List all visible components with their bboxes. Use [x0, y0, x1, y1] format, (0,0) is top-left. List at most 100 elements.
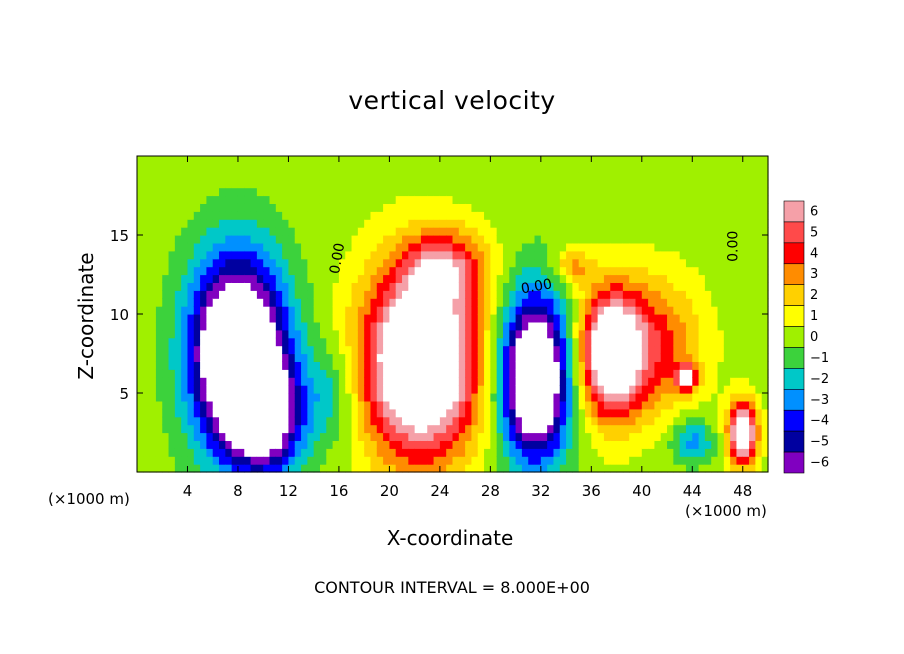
heatmap-cell: [490, 306, 498, 315]
heatmap-cell: [654, 282, 662, 291]
heatmap-cell: [547, 274, 555, 283]
heatmap-cell: [326, 258, 334, 268]
heatmap-cell: [660, 266, 668, 276]
heatmap-cell: [730, 377, 738, 386]
heatmap-cell: [244, 314, 252, 323]
heatmap-cell: [237, 266, 245, 276]
heatmap-cell: [294, 235, 302, 244]
heatmap-cell: [162, 195, 170, 204]
heatmap-cell: [521, 345, 529, 355]
heatmap-cell: [749, 227, 756, 236]
heatmap-cell: [414, 250, 422, 260]
heatmap-cell: [484, 377, 491, 386]
heatmap-cell: [244, 290, 252, 299]
heatmap-cell: [578, 329, 586, 339]
heatmap-cell: [212, 306, 220, 315]
heatmap-cell: [427, 203, 435, 212]
heatmap-cell: [660, 345, 668, 355]
heatmap-cell: [648, 393, 656, 402]
heatmap-cell: [679, 353, 687, 362]
heatmap-cell: [515, 211, 523, 220]
heatmap-cell: [275, 369, 283, 378]
heatmap-cell: [389, 432, 397, 441]
heatmap-cell: [212, 163, 220, 173]
heatmap-cell: [629, 361, 637, 370]
heatmap-cell: [572, 464, 580, 473]
heatmap-cell: [761, 274, 769, 283]
heatmap-cell: [357, 282, 365, 291]
heatmap-cell: [301, 377, 308, 386]
heatmap-cell: [635, 266, 643, 276]
heatmap-cell: [704, 369, 712, 378]
heatmap-cell: [357, 369, 365, 378]
heatmap-cell: [749, 211, 756, 220]
heatmap-cell: [515, 219, 523, 228]
heatmap-cell: [553, 408, 561, 418]
heatmap-cell: [282, 242, 290, 252]
heatmap-cell: [458, 235, 466, 244]
heatmap-cell: [326, 345, 334, 355]
x-tick-label: 28: [481, 482, 500, 500]
heatmap-cell: [206, 242, 214, 252]
heatmap-cell: [446, 377, 454, 386]
heatmap-cell: [237, 440, 245, 449]
heatmap-cell: [168, 250, 176, 260]
heatmap-cell: [345, 203, 353, 212]
heatmap-cell: [509, 393, 517, 402]
heatmap-cell: [301, 235, 308, 244]
heatmap-cell: [206, 298, 214, 307]
heatmap-cell: [427, 211, 435, 220]
heatmap-cell: [187, 432, 195, 441]
heatmap-cell: [389, 211, 397, 220]
heatmap-cell: [717, 464, 725, 473]
heatmap-cell: [736, 345, 744, 355]
heatmap-cell: [559, 235, 567, 244]
heatmap-cell: [635, 353, 643, 362]
heatmap-cell: [168, 385, 176, 394]
heatmap-cell: [534, 345, 542, 355]
heatmap-cell: [370, 337, 378, 347]
heatmap-cell: [654, 321, 662, 331]
heatmap-cell: [288, 258, 296, 268]
heatmap-cell: [212, 266, 220, 276]
heatmap-cell: [275, 337, 283, 347]
heatmap-cell: [408, 456, 416, 465]
heatmap-cell: [282, 250, 290, 260]
heatmap-cell: [723, 377, 731, 386]
heatmap-cell: [736, 329, 744, 339]
heatmap-cell: [181, 203, 189, 212]
heatmap-cell: [572, 432, 580, 441]
heatmap-cell: [452, 432, 460, 441]
heatmap-cell: [616, 464, 624, 473]
heatmap-cell: [679, 337, 687, 347]
heatmap-cell: [446, 235, 454, 244]
heatmap-cell: [521, 393, 529, 402]
heatmap-cell: [263, 408, 271, 418]
heatmap-cell: [521, 219, 529, 228]
heatmap-cell: [357, 242, 365, 252]
heatmap-cell: [351, 306, 359, 315]
heatmap-cell: [143, 377, 151, 386]
heatmap-cell: [528, 187, 536, 197]
heatmap-cell: [402, 306, 409, 315]
heatmap-cell: [149, 171, 157, 181]
heatmap-cell: [698, 321, 706, 331]
heatmap-cell: [332, 337, 340, 347]
heatmap-cell: [673, 321, 681, 331]
heatmap-cell: [181, 306, 189, 315]
heatmap-cell: [168, 227, 176, 236]
heatmap-cell: [521, 298, 529, 307]
heatmap-cell: [603, 400, 611, 410]
heatmap-cell: [439, 377, 447, 386]
heatmap-cell: [212, 235, 220, 244]
heatmap-cell: [149, 329, 157, 339]
heatmap-cell: [534, 219, 542, 228]
heatmap-cell: [282, 440, 290, 449]
heatmap-cell: [515, 329, 523, 339]
heatmap-cell: [294, 369, 302, 378]
heatmap-cell: [591, 156, 599, 165]
heatmap-cell: [629, 448, 637, 457]
heatmap-cell: [578, 195, 586, 204]
heatmap-cell: [484, 385, 491, 394]
heatmap-cell: [566, 432, 573, 441]
